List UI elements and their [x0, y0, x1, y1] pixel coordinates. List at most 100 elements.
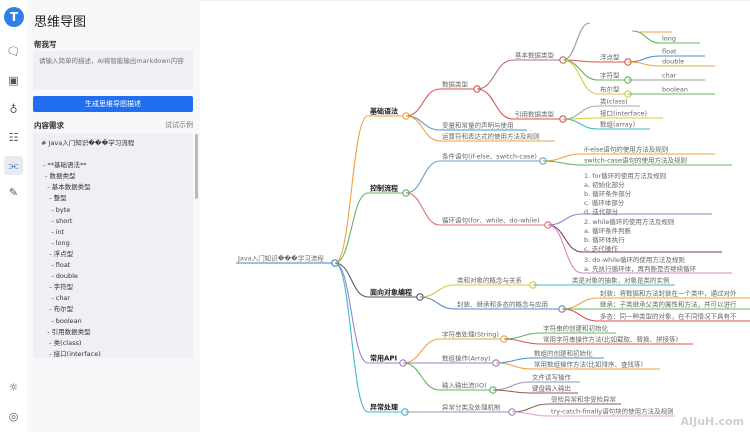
content-line: - 接口(interface)	[41, 349, 101, 358]
mindmap-node[interactable]: 封装、继承和多态的概念与应用	[457, 300, 548, 309]
generate-button[interactable]: 生成思维导图描述	[33, 96, 193, 112]
mindmap-node[interactable]: 常用数组操作方法(比如排序、查找等)	[534, 360, 643, 369]
mindmap-node[interactable]: 数组的创建和初始化	[534, 349, 593, 358]
branch-link	[405, 88, 441, 117]
mindmap-node[interactable]: 条件语句(if-else、switch-case)	[442, 152, 537, 161]
mindmap-node[interactable]: 类(class)	[600, 97, 628, 106]
mindmap-node-line[interactable]: a. 先执行循环体，再判断是否继续循环	[584, 264, 697, 273]
mindmap-node[interactable]: 循环语句(for、while、do-while)	[442, 216, 540, 225]
content-line: - float	[41, 261, 71, 270]
branch-link	[561, 308, 599, 322]
content-label: 内容需求	[34, 121, 64, 130]
mindmap-node[interactable]: float	[662, 48, 677, 56]
scrollbar[interactable]	[195, 134, 198, 199]
content-line	[41, 149, 185, 160]
mindmap-canvas[interactable]: Java入门知识���学习流程 基础语法控制流程面向对象编程 常用API 异常处理 数据…	[200, 0, 750, 432]
mindmap-node[interactable]: 基本数据类型	[515, 51, 555, 60]
mindmap-node-line[interactable]: c. 循环体部分	[584, 198, 625, 207]
mindmap-node[interactable]: 常用API	[370, 354, 397, 363]
mindmap-node[interactable]: 异常分类及处理机制	[442, 403, 501, 412]
mindmap-node[interactable]: 多态：同一种类型的对象，在不同情况下具有不	[600, 312, 737, 321]
mindmap-icon[interactable]: ⫘	[4, 156, 23, 175]
watermark: AIJuH.com	[680, 415, 744, 428]
content-line: - byte	[41, 205, 71, 214]
content-line: - long	[41, 238, 70, 247]
mindmap-node[interactable]: 常用字符串操作方法(比如截取、替换、拼接等)	[543, 335, 678, 344]
mindmap-node[interactable]: 类是对象的抽象，对象是类的实例	[572, 276, 670, 285]
mindmap-node-line[interactable]: 2. while循环的使用方法及规则	[584, 217, 674, 226]
mindmap-node[interactable]: long	[662, 35, 676, 43]
mindmap-node[interactable]: if-else语句的使用方法及规则	[584, 145, 668, 154]
branch-link	[405, 160, 441, 194]
mindmap-node[interactable]: 数据类型	[442, 80, 469, 89]
image-icon[interactable]: ▣	[8, 74, 19, 87]
mindmap-node[interactable]: 封装：将数据和方法封装在一个类中，通过对外	[600, 289, 737, 298]
mindmap-node[interactable]: switch-case语句的使用方法及规则	[584, 156, 687, 165]
pen-icon[interactable]: ✎	[8, 186, 19, 199]
mindmap-node[interactable]: Java入门知识���学习流程	[237, 254, 324, 263]
mindmap-node-line[interactable]: d. 迭代部分	[584, 207, 619, 216]
mindmap-node[interactable]: 控制流程	[370, 184, 398, 193]
content-line: - 数据类型	[41, 172, 76, 181]
mindmap-node[interactable]: 继承：子类继承父类的属性和方法，并可以进行	[600, 300, 737, 309]
mindmap-node[interactable]: try-catch-finally语句块的使用方法及规则	[551, 407, 674, 416]
mindmap-node[interactable]: 字符串的创建和初始化	[543, 324, 609, 333]
mindmap-node[interactable]: 异常处理	[370, 403, 398, 412]
branch-link	[511, 403, 550, 413]
content-line: - 整型	[41, 194, 67, 203]
mindmap-node[interactable]: 输入输出流(IO)	[442, 381, 487, 390]
settings-icon[interactable]: ◎	[8, 410, 19, 423]
chat-icon[interactable]: 🗨︎	[6, 45, 21, 58]
mindmap-node-line[interactable]: b. 循环体执行	[584, 235, 625, 244]
mindmap-node[interactable]: 键盘输入输出	[532, 384, 571, 393]
mindmap-node[interactable]: 受检异常和非受检异常	[551, 395, 616, 404]
try-example-link[interactable]: 试试示例	[165, 121, 193, 129]
branch-link	[503, 338, 542, 345]
branch-link	[476, 59, 514, 90]
mindmap-node[interactable]: 面向对象编程	[370, 288, 412, 297]
content-textarea[interactable]: # Java入门知识���学习流程 - **基础语法** - 数据类型 - 基本…	[33, 133, 193, 358]
mindmap-node[interactable]: 类和对象的概念与关系	[457, 276, 523, 285]
mindmap-node-line[interactable]: a. 循环条件判断	[584, 226, 632, 235]
mindmap-node[interactable]: double	[662, 58, 684, 66]
help-input[interactable]	[33, 51, 193, 89]
mindmap-node[interactable]: 引用数据类型	[515, 110, 555, 119]
branch-link	[334, 262, 369, 413]
mindmap-node[interactable]: 字符型	[600, 71, 620, 80]
mindmap-node-line[interactable]: b. 循环条件部分	[584, 189, 632, 198]
branch-link	[631, 30, 661, 44]
branch-link	[547, 213, 583, 226]
mindmap-node[interactable]: char	[662, 72, 677, 80]
sun-icon[interactable]: ☼	[8, 381, 19, 394]
branch-link	[334, 262, 369, 364]
mindmap-node-line[interactable]: 3. do-while循环的使用方法及规则	[584, 255, 685, 264]
mindmap-node[interactable]: 接口(interface)	[600, 109, 647, 118]
mindmap-node[interactable]: boolean	[662, 86, 688, 94]
mindmap-node[interactable]: 数组操作(Array)	[442, 354, 491, 363]
branch-link	[542, 160, 583, 166]
mindmap-node[interactable]: 基础语法	[369, 107, 398, 116]
branch-link	[405, 192, 441, 226]
branch-link	[334, 192, 369, 264]
branch-link	[562, 22, 591, 61]
branch-link	[405, 115, 441, 142]
mindmap-node[interactable]: 字符串处理(String)	[442, 330, 499, 339]
mindmap-node[interactable]: 布尔型	[600, 85, 620, 94]
branch-link	[562, 105, 599, 120]
planet-icon[interactable]: ♁	[9, 103, 18, 116]
grid-icon[interactable]: ☷	[8, 131, 19, 144]
branch-link	[334, 262, 369, 298]
mindmap-node-line[interactable]: 1. for循环的使用方法及规则	[584, 171, 666, 180]
branch-link	[562, 59, 599, 95]
logo-icon[interactable]: T	[4, 7, 24, 27]
branch-link	[547, 224, 583, 274]
mindmap-node-line[interactable]: c. 迭代操作	[584, 244, 618, 253]
mindmap-node[interactable]: 运算符和表达式的使用方法及规则	[442, 132, 540, 141]
mindmap-node[interactable]: 文件读写操作	[532, 373, 572, 382]
mindmap-node[interactable]: 数组(array)	[600, 120, 635, 129]
mindmap-node[interactable]: 变量和常量的声明与使用	[442, 121, 514, 130]
mindmap-node-line[interactable]: a. 初始化部分	[584, 180, 625, 189]
mindmap-node[interactable]: 浮点型	[600, 53, 620, 62]
content-line: - boolean	[41, 316, 82, 325]
